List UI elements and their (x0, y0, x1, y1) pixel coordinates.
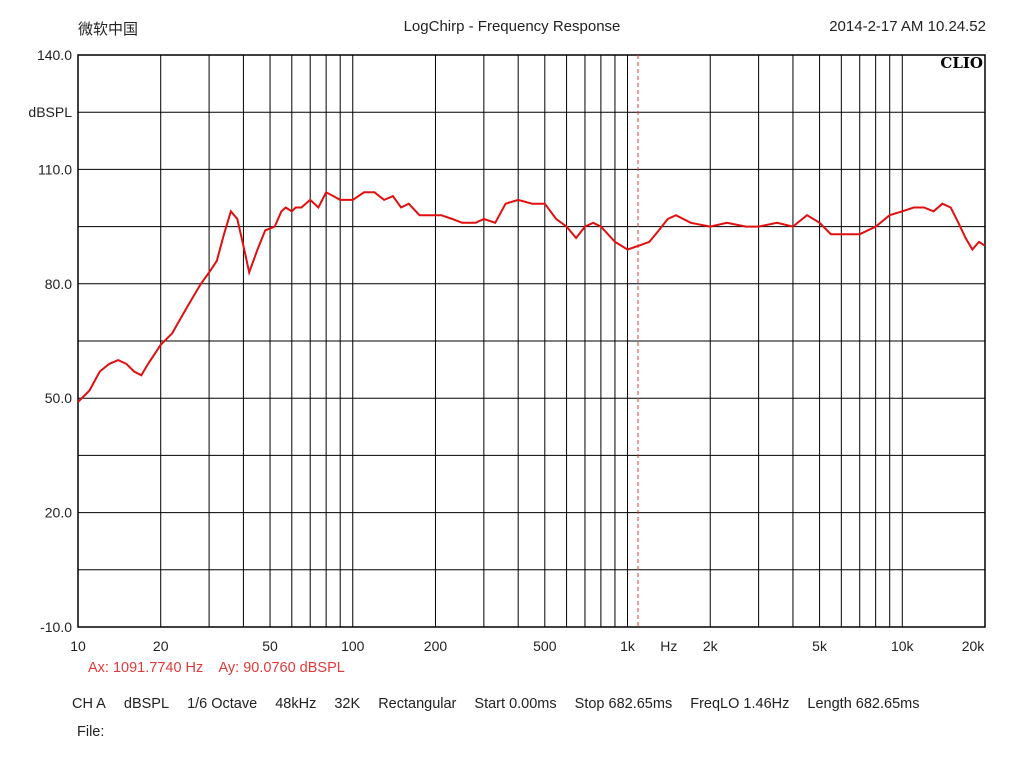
cursor-x-readout: Ax: 1091.7740 Hz (88, 660, 204, 676)
y-tick-label: -10.0 (40, 619, 72, 635)
x-tick-label: 20 (153, 638, 169, 654)
header-datetime: 2014-2-17 AM 10.24.52 (829, 18, 986, 35)
info-length: Length 682.65ms (807, 696, 920, 712)
measurement-info: CH A dBSPL 1/6 Octave 48kHz 32K Rectangu… (72, 696, 919, 712)
x-tick-label: 20k (962, 638, 986, 654)
x-tick-label: 10 (70, 638, 86, 654)
series-line (77, 190, 986, 403)
x-tick-label: 500 (533, 638, 557, 654)
y-axis-label: dBSPL (28, 104, 72, 120)
x-tick-label: 2k (703, 638, 719, 654)
info-channel: CH A (72, 696, 106, 712)
info-window: Rectangular (378, 696, 457, 712)
info-size: 32K (334, 696, 361, 712)
cursor-y-readout: Ay: 90.0760 dBSPL (218, 660, 345, 676)
x-tick-label: 10k (891, 638, 915, 654)
y-tick-label: 110.0 (38, 161, 72, 177)
info-smoothing: 1/6 Octave (187, 696, 258, 712)
header-left-label: 微软中国 (78, 21, 139, 38)
info-stop: Stop 682.65ms (574, 696, 673, 712)
axis-ticks: 140.0 110.0 80.0 50.0 20.0 -10.0 dBSPL 10 20 50 10… (28, 47, 985, 654)
x-tick-label: 100 (341, 638, 365, 654)
chart-title: LogChirp - Frequency Response (403, 18, 621, 35)
info-unit: dBSPL (123, 696, 170, 712)
y-tick-label: 20.0 (45, 505, 72, 521)
plot-frame (77, 54, 986, 628)
x-tick-label: 1k (620, 638, 636, 654)
x-tick-label: 200 (424, 638, 448, 654)
x-tick-label: 5k (812, 638, 828, 654)
y-tick-label: 80.0 (45, 276, 72, 292)
info-rate: 48kHz (275, 696, 317, 712)
info-start: Start 0.00ms (474, 696, 557, 712)
clio-logo: CLIO (940, 54, 983, 72)
grid (78, 55, 985, 627)
info-freqlo: FreqLO 1.46Hz (690, 696, 790, 712)
y-tick-label: 140.0 (37, 47, 72, 63)
x-tick-label: 50 (262, 638, 278, 654)
y-tick-label: 50.0 (45, 390, 72, 406)
file-label: File: (77, 724, 105, 740)
cursor-readout: Ax: 1091.7740 Hz Ay: 90.0760 dBSPL (88, 660, 345, 676)
x-axis-label: Hz (660, 638, 677, 654)
